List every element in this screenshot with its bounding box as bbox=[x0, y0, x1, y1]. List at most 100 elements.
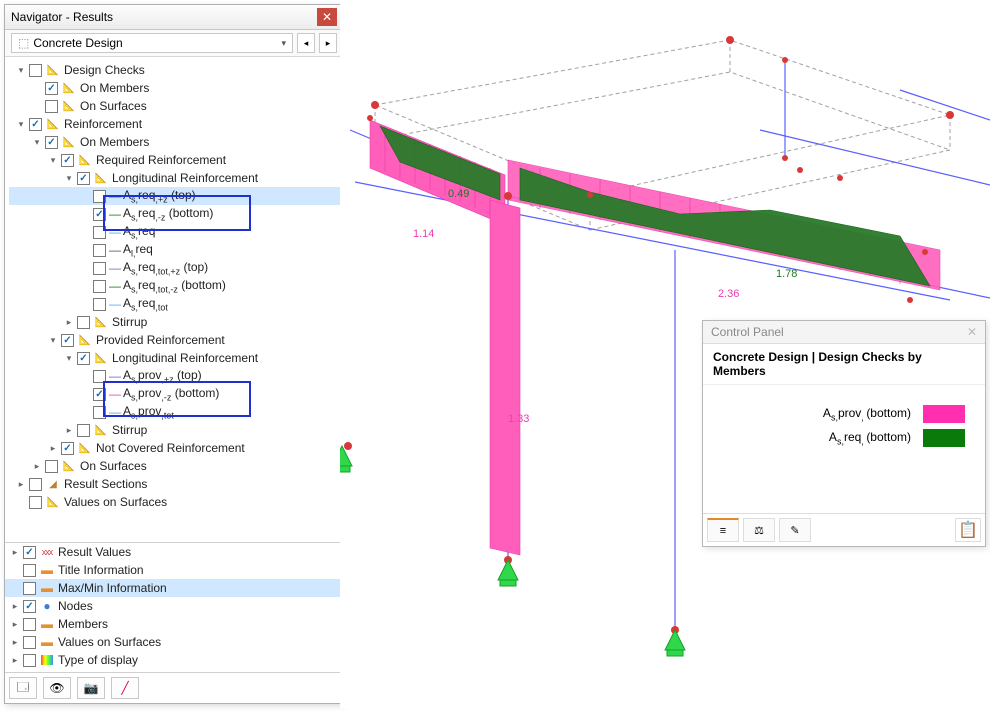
display-option-item[interactable]: ▬Max/Min Information bbox=[5, 579, 343, 597]
value-annotation: 1.78 bbox=[776, 268, 797, 280]
tree-item[interactable]: —As,prov,tot bbox=[9, 403, 343, 421]
expand-icon[interactable]: ▸ bbox=[9, 601, 21, 612]
display-option-item[interactable]: ▬Title Information bbox=[5, 561, 343, 579]
checkbox[interactable] bbox=[23, 546, 36, 559]
tree-item[interactable]: ▾📐Longitudinal Reinforcement bbox=[9, 349, 343, 367]
checkbox[interactable] bbox=[61, 154, 74, 167]
next-button[interactable]: ▸ bbox=[319, 33, 337, 53]
checkbox[interactable] bbox=[23, 636, 36, 649]
expand-icon[interactable]: ▸ bbox=[63, 317, 75, 328]
tree-item[interactable]: ▾📐On Members bbox=[9, 133, 343, 151]
expand-icon[interactable]: ▸ bbox=[63, 425, 75, 436]
checkbox[interactable] bbox=[45, 460, 58, 473]
checkbox[interactable] bbox=[93, 280, 106, 293]
checkbox[interactable] bbox=[93, 388, 106, 401]
checkbox[interactable] bbox=[93, 262, 106, 275]
expand-icon[interactable]: ▸ bbox=[31, 461, 43, 472]
checkbox[interactable] bbox=[93, 244, 106, 257]
tree-item[interactable]: ▾📐Design Checks bbox=[9, 61, 343, 79]
prev-button[interactable]: ◂ bbox=[297, 33, 315, 53]
expand-icon[interactable]: ▸ bbox=[9, 619, 21, 630]
checkbox[interactable] bbox=[93, 208, 106, 221]
checkbox[interactable] bbox=[77, 316, 90, 329]
tree-item[interactable]: —As,prov,-z (bottom) bbox=[9, 385, 343, 403]
expand-icon[interactable]: ▸ bbox=[9, 547, 21, 558]
display-option-item[interactable]: ▸Type of display bbox=[5, 651, 343, 669]
collapse-icon[interactable]: ▾ bbox=[15, 119, 27, 130]
expand-icon[interactable]: ▸ bbox=[15, 479, 27, 490]
collapse-icon[interactable]: ▾ bbox=[15, 65, 27, 76]
tree-item[interactable]: ▾📐Reinforcement bbox=[9, 115, 343, 133]
display-option-item[interactable]: ▸▬Members bbox=[5, 615, 343, 633]
display-option-item[interactable]: ▸●Nodes bbox=[5, 597, 343, 615]
cp-tab-scale[interactable]: ⚖ bbox=[743, 518, 775, 542]
footer-btn-2[interactable]: 👁 bbox=[43, 677, 71, 699]
checkbox[interactable] bbox=[93, 370, 106, 383]
option-icon: ▬ bbox=[39, 581, 55, 595]
tree-item[interactable]: —As,prov,+z (top) bbox=[9, 367, 343, 385]
checkbox[interactable] bbox=[45, 100, 58, 113]
checkbox[interactable] bbox=[29, 496, 42, 509]
navigator-footer: 🗔 👁 📷 ╱ bbox=[5, 672, 343, 703]
tree-item[interactable]: —As,req,tot bbox=[9, 295, 343, 313]
collapse-icon[interactable]: ▾ bbox=[47, 155, 59, 166]
collapse-icon[interactable]: ▾ bbox=[63, 353, 75, 364]
checkbox[interactable] bbox=[29, 118, 42, 131]
option-icon: ▬ bbox=[39, 635, 55, 649]
checkbox[interactable] bbox=[93, 226, 106, 239]
checkbox[interactable] bbox=[45, 82, 58, 95]
tree-item[interactable]: —As,req,+z (top) bbox=[9, 187, 343, 205]
checkbox[interactable] bbox=[23, 582, 36, 595]
tree-item[interactable]: ▾📐Required Reinforcement bbox=[9, 151, 343, 169]
checkbox[interactable] bbox=[29, 64, 42, 77]
tree-item[interactable]: ▸📐Stirrup bbox=[9, 313, 343, 331]
cp-settings-icon[interactable]: 📋 bbox=[955, 518, 981, 542]
display-option-item[interactable]: ▸▬Values on Surfaces bbox=[5, 633, 343, 651]
close-button[interactable]: ✕ bbox=[317, 8, 337, 26]
checkbox[interactable] bbox=[23, 564, 36, 577]
tree-item[interactable]: 📐Values on Surfaces bbox=[9, 493, 343, 511]
expand-icon[interactable]: ▸ bbox=[9, 637, 21, 648]
tree-item[interactable]: —As,req,tot,-z (bottom) bbox=[9, 277, 343, 295]
tree-item[interactable]: —As,req,-z (bottom) bbox=[9, 205, 343, 223]
footer-btn-1[interactable]: 🗔 bbox=[9, 677, 37, 699]
collapse-icon[interactable]: ▾ bbox=[31, 137, 43, 148]
expand-icon[interactable]: ▸ bbox=[47, 443, 59, 454]
tree-item[interactable]: —Al,req bbox=[9, 241, 343, 259]
collapse-icon[interactable]: ▾ bbox=[63, 173, 75, 184]
tree-item[interactable]: 📐On Surfaces bbox=[9, 97, 343, 115]
checkbox[interactable] bbox=[77, 352, 90, 365]
checkbox[interactable] bbox=[45, 136, 58, 149]
tree-item[interactable]: ▸📐Not Covered Reinforcement bbox=[9, 439, 343, 457]
checkbox[interactable] bbox=[93, 190, 106, 203]
checkbox[interactable] bbox=[61, 334, 74, 347]
tree-item[interactable]: —As,req bbox=[9, 223, 343, 241]
tree-item[interactable]: ▸📐On Surfaces bbox=[9, 457, 343, 475]
checkbox[interactable] bbox=[93, 406, 106, 419]
tree-item[interactable]: ▸📐Stirrup bbox=[9, 421, 343, 439]
checkbox[interactable] bbox=[61, 442, 74, 455]
checkbox[interactable] bbox=[77, 172, 90, 185]
checkbox[interactable] bbox=[23, 654, 36, 667]
checkbox[interactable] bbox=[23, 600, 36, 613]
collapse-icon[interactable]: ▾ bbox=[47, 335, 59, 346]
cp-tab-filter[interactable]: ✎ bbox=[779, 518, 811, 542]
module-dropdown[interactable]: ⬚ Concrete Design ▾ bbox=[11, 33, 293, 53]
checkbox[interactable] bbox=[93, 298, 106, 311]
tree-item[interactable]: 📐On Members bbox=[9, 79, 343, 97]
tree-item[interactable]: —As,req,tot,+z (top) bbox=[9, 259, 343, 277]
display-options-list[interactable]: ▸xxxResult Values▬Title Information▬Max/… bbox=[5, 542, 343, 672]
control-panel-close-icon[interactable]: ✕ bbox=[967, 325, 977, 339]
display-option-item[interactable]: ▸xxxResult Values bbox=[5, 543, 343, 561]
footer-btn-4[interactable]: ╱ bbox=[111, 677, 139, 699]
expand-icon[interactable]: ▸ bbox=[9, 655, 21, 666]
footer-btn-3[interactable]: 📷 bbox=[77, 677, 105, 699]
tree-item[interactable]: ▾📐Provided Reinforcement bbox=[9, 331, 343, 349]
tree-item[interactable]: ▾📐Longitudinal Reinforcement bbox=[9, 169, 343, 187]
checkbox[interactable] bbox=[29, 478, 42, 491]
checkbox[interactable] bbox=[23, 618, 36, 631]
cp-tab-legend[interactable]: ≡ bbox=[707, 518, 739, 542]
tree-item[interactable]: ▸◢Result Sections bbox=[9, 475, 343, 493]
results-tree[interactable]: ▾📐Design Checks📐On Members📐On Surfaces▾📐… bbox=[5, 57, 343, 542]
checkbox[interactable] bbox=[77, 424, 90, 437]
